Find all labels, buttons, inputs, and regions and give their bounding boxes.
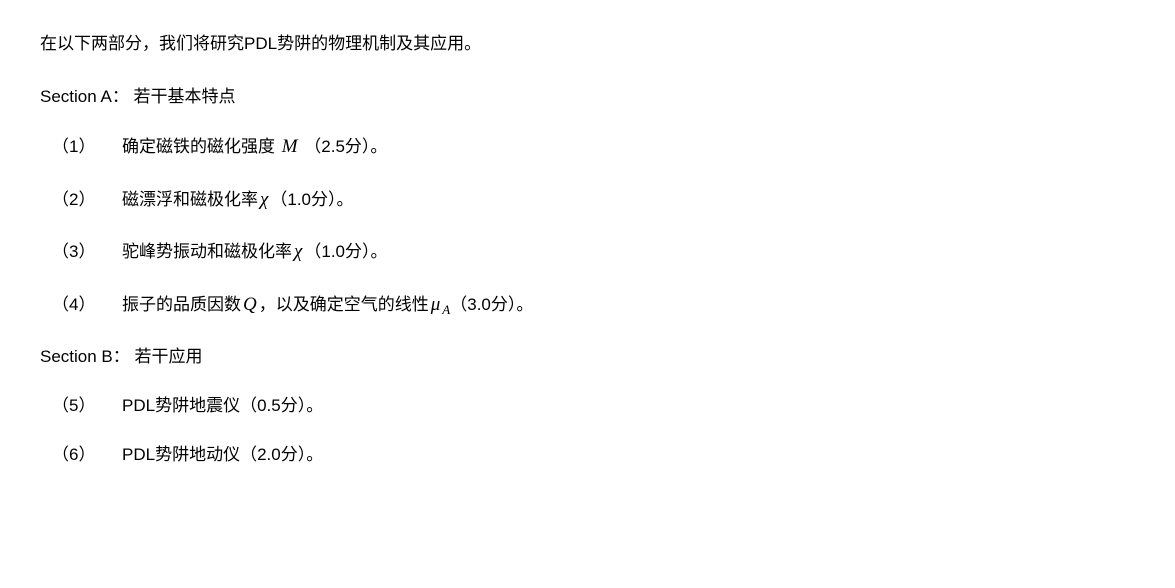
item-4: （4） 振子的品质因数Q，以及确定空气的线性μA（3.0分）。 xyxy=(40,290,1135,321)
section-a-title: Section A： 若干基本特点 xyxy=(40,83,1135,110)
item-text: 磁漂浮和磁极化率χ（1.0分）。 xyxy=(122,185,354,215)
item-number: （3） xyxy=(52,238,122,265)
math-var-chi: χ xyxy=(258,189,270,210)
math-sub-a: A xyxy=(442,302,450,317)
item-text: PDL势阱地震仪（0.5分）。 xyxy=(122,392,323,419)
math-var-mu: μ xyxy=(429,294,443,315)
item-6: （6） PDL势阱地动仪（2.0分）。 xyxy=(40,441,1135,468)
item-2: （2） 磁漂浮和磁极化率χ（1.0分）。 xyxy=(40,185,1135,215)
text-pre: 确定磁铁的磁化强度 xyxy=(122,137,280,156)
math-var-chi: χ xyxy=(292,241,304,262)
text-pre: PDL势阱地震仪（0.5分）。 xyxy=(122,396,323,415)
section-b-title: Section B： 若干应用 xyxy=(40,343,1135,370)
text-post: （3.0分）。 xyxy=(450,295,533,314)
item-text: 确定磁铁的磁化强度 M （2.5分）。 xyxy=(122,132,387,162)
item-1: （1） 确定磁铁的磁化强度 M （2.5分）。 xyxy=(40,132,1135,162)
text-pre: 磁漂浮和磁极化率 xyxy=(122,190,258,209)
math-var-q: Q xyxy=(241,294,259,315)
item-number: （2） xyxy=(52,186,122,213)
text-pre: PDL势阱地动仪（2.0分）。 xyxy=(122,445,323,464)
intro-text: 在以下两部分，我们将研究PDL势阱的物理机制及其应用。 xyxy=(40,30,1135,57)
math-var-m: M xyxy=(280,136,300,157)
item-number: （4） xyxy=(52,291,122,318)
text-post: （1.0分）。 xyxy=(270,190,353,209)
item-text: PDL势阱地动仪（2.0分）。 xyxy=(122,441,323,468)
text-post: （2.5分）。 xyxy=(300,137,388,156)
item-3: （3） 驼峰势振动和磁极化率χ（1.0分）。 xyxy=(40,237,1135,267)
item-text: 振子的品质因数Q，以及确定空气的线性μA（3.0分）。 xyxy=(122,290,533,321)
item-number: （1） xyxy=(52,133,122,160)
text-post: （1.0分）。 xyxy=(304,242,387,261)
item-5: （5） PDL势阱地震仪（0.5分）。 xyxy=(40,392,1135,419)
item-number: （6） xyxy=(52,441,122,468)
item-text: 驼峰势振动和磁极化率χ（1.0分）。 xyxy=(122,237,388,267)
item-number: （5） xyxy=(52,392,122,419)
text-mid: ，以及确定空气的线性 xyxy=(259,295,429,314)
text-pre: 振子的品质因数 xyxy=(122,295,241,314)
text-pre: 驼峰势振动和磁极化率 xyxy=(122,242,292,261)
